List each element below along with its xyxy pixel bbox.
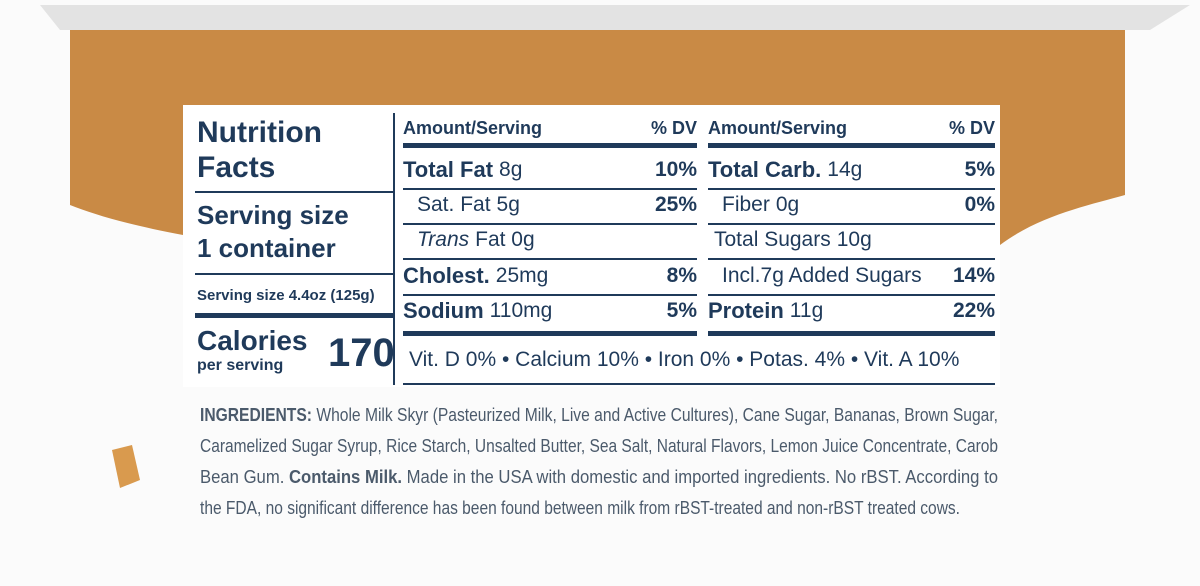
rule bbox=[403, 188, 697, 190]
table-header: Amount/Serving % DV bbox=[708, 113, 995, 143]
title: Nutrition Facts bbox=[197, 116, 322, 184]
calories-value: 170 bbox=[328, 331, 395, 375]
nutrient-amount: 0g bbox=[775, 193, 800, 216]
rule bbox=[708, 294, 995, 296]
daily-value: 8% bbox=[666, 264, 697, 287]
daily-value: 10% bbox=[654, 158, 697, 181]
nutrient-row: Incl.7g Added Sugars 14% bbox=[708, 261, 995, 291]
nutrient-row: Total Fat 8g 10% bbox=[403, 155, 697, 185]
daily-value: 0% bbox=[964, 193, 995, 216]
rule bbox=[403, 223, 697, 225]
nutrient-row: Trans Fat 0g bbox=[403, 225, 697, 255]
rule bbox=[708, 223, 995, 225]
nutrient-amount: 25mg bbox=[495, 264, 549, 287]
ingredients-label: INGREDIENTS: bbox=[200, 405, 312, 425]
daily-value: 14% bbox=[952, 264, 995, 287]
header-amount: Amount/Serving bbox=[403, 117, 543, 138]
table-header: Amount/Serving % DV bbox=[403, 113, 697, 143]
nutrient-name: Protein bbox=[708, 298, 784, 323]
vitamins: Vit. D 0% • Calcium 10% • Iron 0% • Pota… bbox=[409, 348, 960, 371]
rule bbox=[708, 258, 995, 260]
daily-value: 22% bbox=[952, 299, 995, 322]
nutrient-row: Total Sugars 10g bbox=[708, 225, 995, 255]
ingredients-line: Caramelized Sugar Syrup, Rice Starch, Un… bbox=[200, 436, 998, 456]
nutrient-name: Sodium bbox=[403, 298, 484, 323]
nutrient-name: Cholest. bbox=[403, 263, 490, 288]
nutrient-name: Total Fat bbox=[403, 157, 494, 182]
rule bbox=[708, 143, 995, 148]
nutrient-name: Incl.7g Added Sugars bbox=[722, 264, 922, 287]
rule bbox=[708, 188, 995, 190]
ingredients-line: INGREDIENTS: Whole Milk Skyr (Pasteurize… bbox=[200, 405, 998, 426]
nutrient-name: Total Carb. bbox=[708, 157, 822, 182]
nutrient-row: Protein 11g 22% bbox=[708, 296, 995, 326]
nutrient-amount: 10g bbox=[836, 228, 872, 251]
nutrition-panel: Nutrition Facts Serving size 1 container… bbox=[183, 105, 1000, 387]
daily-value: 25% bbox=[654, 193, 697, 216]
calories-sub: per serving bbox=[197, 357, 284, 374]
nutrient-row: Sat. Fat 5g 25% bbox=[403, 190, 697, 220]
left-table: Amount/Serving % DV Total Fat 8g 10% Sat. Fat… bbox=[403, 105, 697, 345]
ingredients-text: Bean Gum. bbox=[200, 467, 289, 487]
serving-amount: 1 container bbox=[197, 233, 336, 263]
rule bbox=[403, 294, 697, 296]
rule bbox=[403, 331, 697, 336]
serving-detail: Serving size 4.4oz (125g) bbox=[197, 287, 375, 304]
nutrient-amount: 14g bbox=[827, 158, 863, 181]
nutrient-name: Total Sugars bbox=[714, 228, 831, 251]
nutrient-name: Sat. Fat bbox=[417, 193, 491, 216]
nutrient-row: Cholest. 25mg 8% bbox=[403, 261, 697, 291]
right-table: Amount/Serving% DV Total Carb. 14g 5% Fiber 0… bbox=[708, 105, 995, 345]
rule bbox=[403, 143, 697, 148]
nutrient-row: Sodium 110mg 5% bbox=[403, 296, 697, 326]
nutrient-amount: 110mg bbox=[489, 299, 553, 322]
nutrient-name: Trans bbox=[417, 228, 470, 251]
serving-heading: Serving size bbox=[197, 200, 349, 230]
nutrient-amount: Fat 0g bbox=[475, 228, 535, 251]
rule bbox=[403, 258, 697, 260]
nutrient-row: Total Carb. 14g 5% bbox=[708, 155, 995, 185]
nutrient-amount: 11g bbox=[789, 299, 824, 322]
daily-value: 5% bbox=[964, 158, 995, 181]
allergen: Contains Milk. bbox=[288, 467, 403, 487]
nutrient-amount: 8g bbox=[499, 158, 523, 181]
ingredients-line: Bean Gum. Contains Milk. Made in the USA… bbox=[200, 467, 998, 488]
rule bbox=[708, 331, 995, 336]
nutrient-amount: 5g bbox=[496, 193, 520, 216]
nutrient-name: Fiber bbox=[722, 193, 770, 216]
daily-value: 5% bbox=[666, 299, 697, 322]
calories-label: Calories bbox=[197, 325, 308, 356]
header-amount: Amount/Serving bbox=[708, 117, 848, 138]
header-dv: % DV bbox=[948, 117, 995, 138]
ingredients-text: Whole Milk Skyr (Pasteurized Milk, Live … bbox=[311, 405, 998, 425]
nutrient-row: Fiber 0g 0% bbox=[708, 190, 995, 220]
ingredients-line: the FDA, no significant difference has b… bbox=[200, 498, 960, 518]
ingredients-text: Made in the USA with domestic and import… bbox=[402, 467, 999, 487]
header-dv: % DV bbox=[650, 117, 697, 138]
